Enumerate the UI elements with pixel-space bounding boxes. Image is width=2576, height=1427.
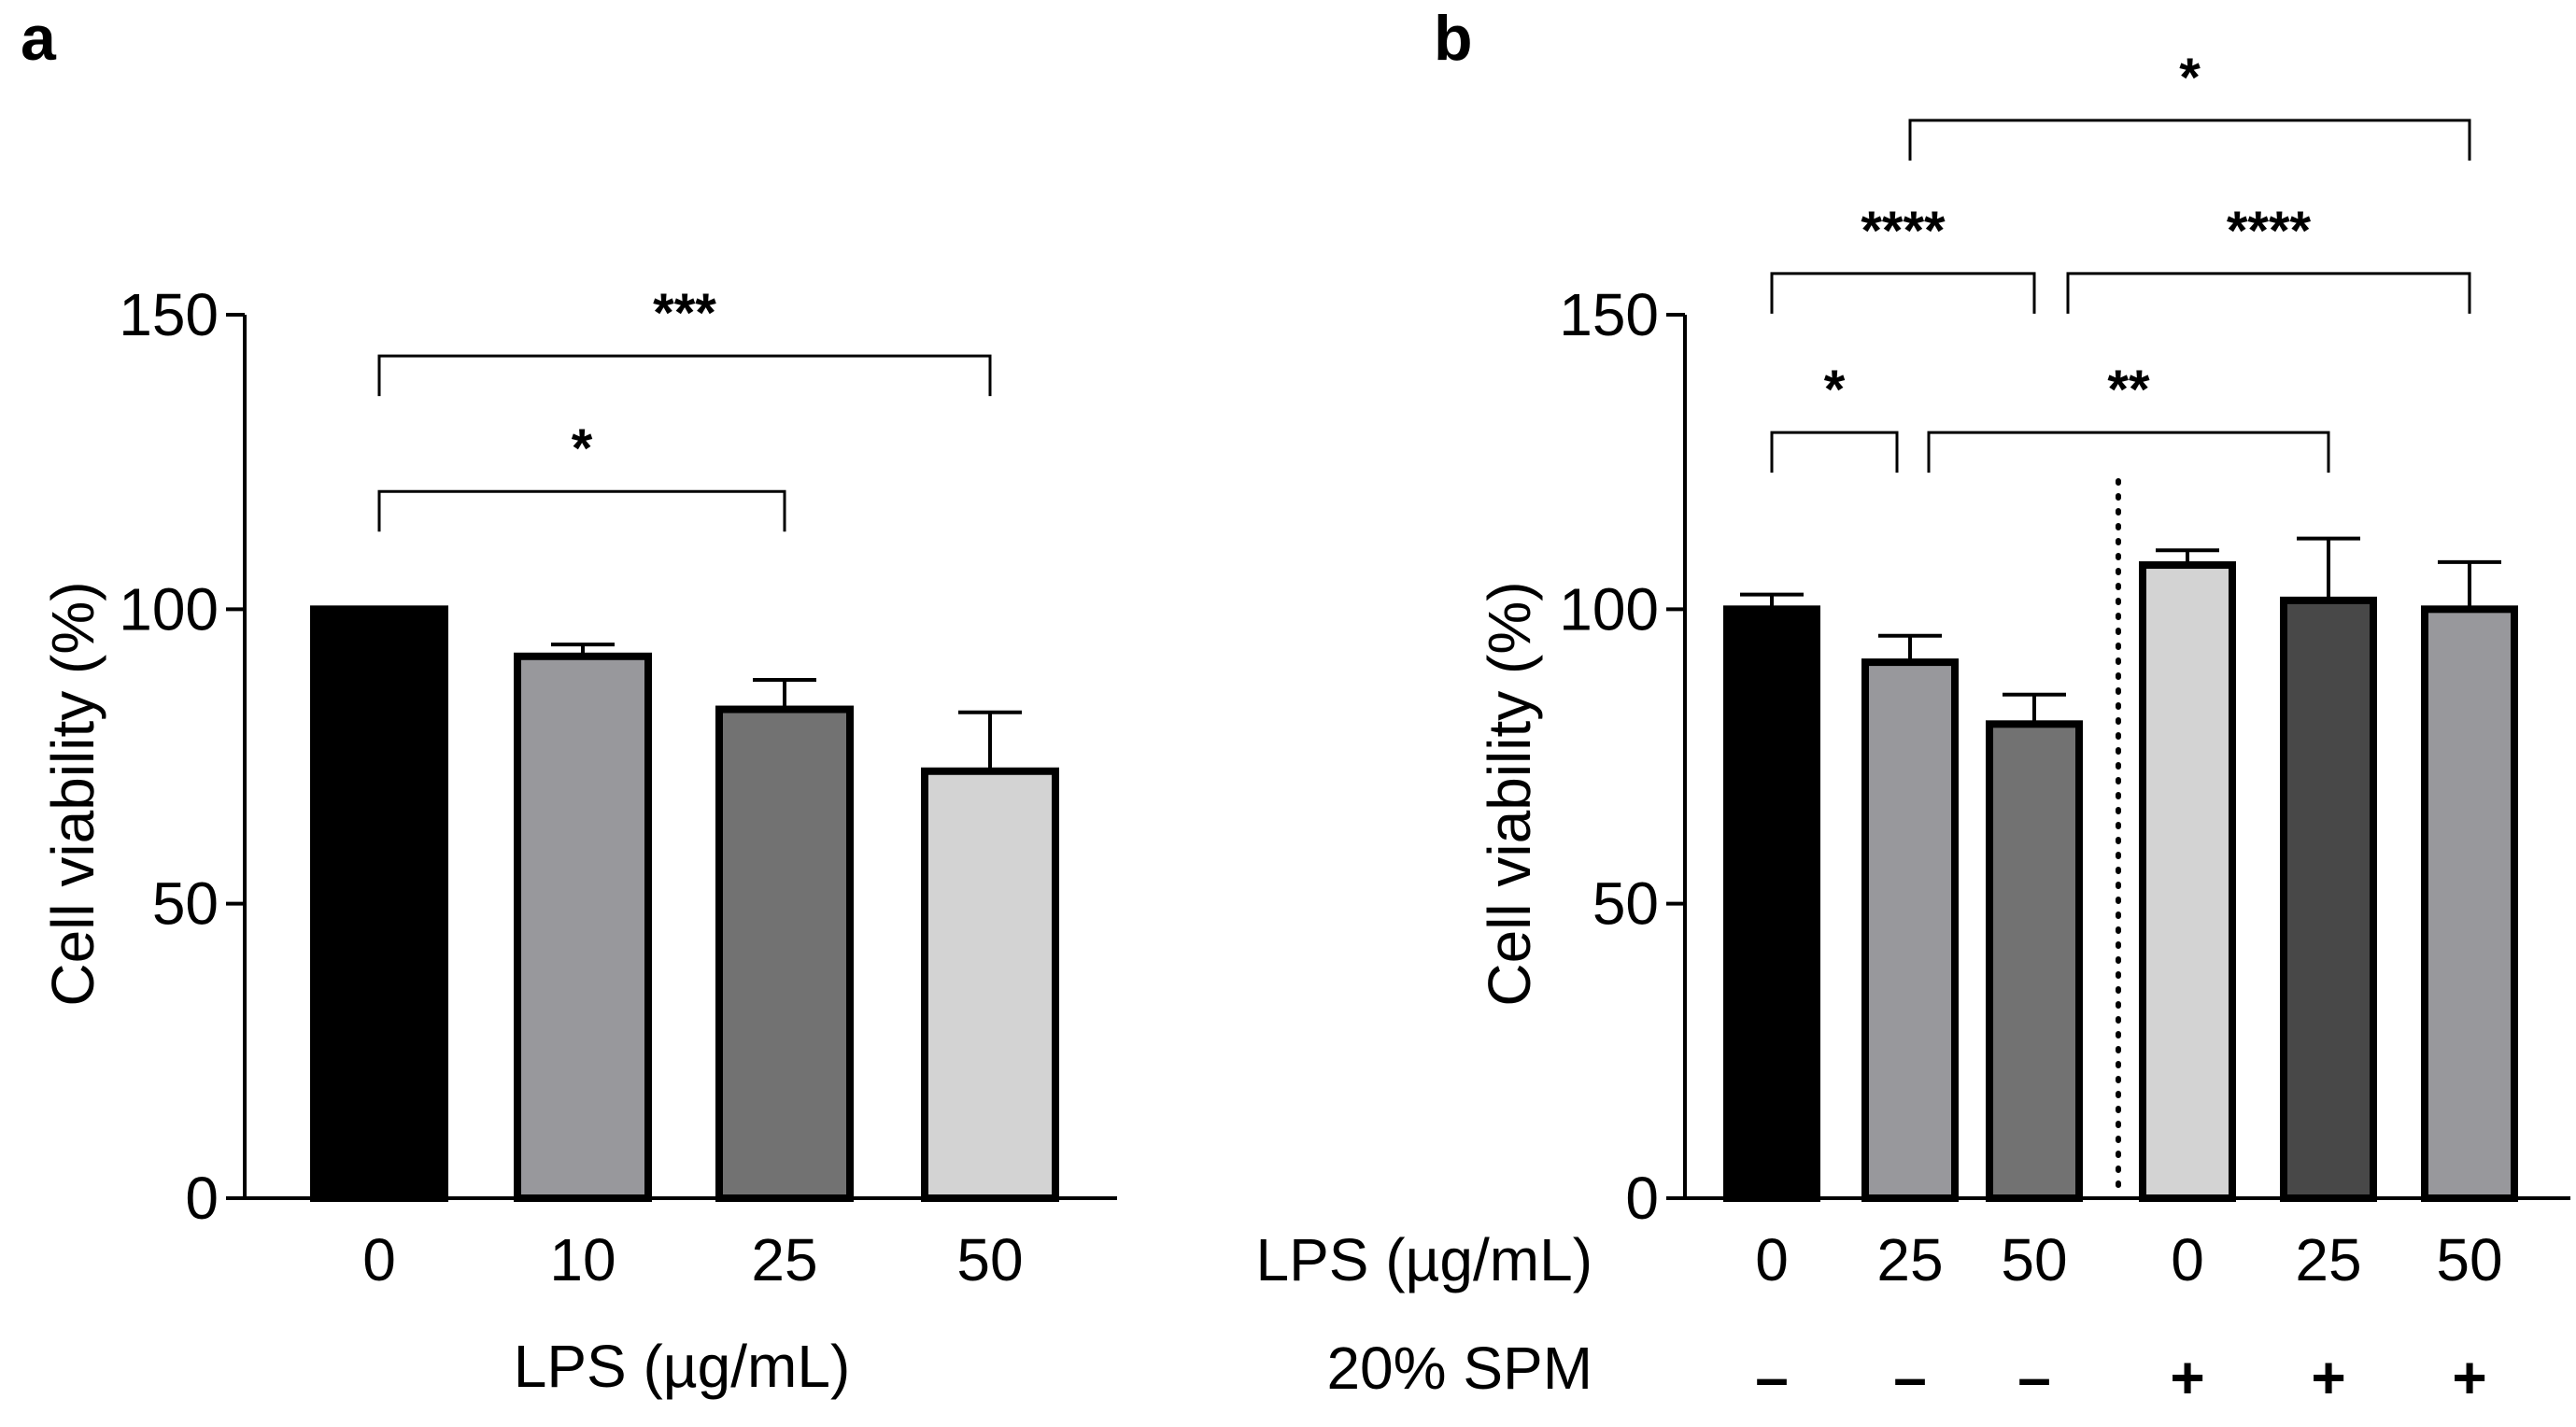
significance-label-a-0: * <box>572 418 593 479</box>
spm-row-label-b: 20% SPM <box>1326 1335 1592 1402</box>
significance-label-b-2: **** <box>1861 201 1946 261</box>
y-tick-label-a-100: 100 <box>119 575 219 643</box>
spm-marker-b-4: + <box>2311 1344 2345 1411</box>
significance-bracket-b-4 <box>1908 119 2471 161</box>
x-axis-title-a: LPS (µg/mL) <box>514 1333 851 1400</box>
bar-b-2 <box>1986 720 2083 1203</box>
y-tick-label-b-50: 50 <box>1592 870 1659 938</box>
y-tick-label-a-50: 50 <box>152 870 219 938</box>
bar-a-3 <box>921 767 1059 1202</box>
significance-bracket-a-0 <box>377 489 786 532</box>
bar-b-0 <box>1723 605 1820 1202</box>
bar-b-5 <box>2421 605 2518 1202</box>
lps-row-label-b: LPS (µg/mL) <box>1255 1226 1592 1293</box>
x-tick-label-a-2: 25 <box>751 1226 817 1293</box>
x-tick-label-b-1: 25 <box>1876 1226 1943 1293</box>
x-tick-label-a-3: 50 <box>956 1226 1023 1293</box>
significance-label-b-3: **** <box>2227 201 2312 261</box>
significance-bracket-b-1 <box>1927 431 2330 473</box>
bar-a-0 <box>310 605 448 1202</box>
y-tick-label-b-100: 100 <box>1559 575 1659 643</box>
x-tick-label-a-1: 10 <box>549 1226 616 1293</box>
bar-a-1 <box>514 652 652 1202</box>
x-tick-label-b-2: 50 <box>2001 1226 2067 1293</box>
chart-panel-a: 0 50 100 150 Cell viability (%) 0 10 25 50 LPS (µ… <box>39 281 1117 1400</box>
y-tick-label-b-0: 0 <box>1625 1165 1659 1232</box>
panel-a-label: a <box>21 3 57 74</box>
x-tick-label-b-3: 0 <box>2171 1226 2204 1293</box>
x-tick-label-b-5: 50 <box>2436 1226 2502 1293</box>
significance-label-a-1: *** <box>653 283 716 344</box>
significance-bracket-b-2 <box>1770 272 2036 314</box>
chart-panel-b: 0 50 100 150 Cell viability (%) 0 25 50 0 25 50 LPS… <box>1255 48 2570 1411</box>
bar-b-4 <box>2280 596 2377 1202</box>
panel-b-label: b <box>1434 3 1473 74</box>
spm-marker-b-5: + <box>2452 1344 2486 1411</box>
spm-marker-b-2: – <box>2017 1344 2051 1411</box>
significance-bracket-b-3 <box>2066 272 2471 314</box>
x-tick-label-b-4: 25 <box>2295 1226 2361 1293</box>
significance-bracket-a-1 <box>377 354 992 397</box>
y-tick-label-b-150: 150 <box>1559 281 1659 348</box>
x-tick-label-a-0: 0 <box>362 1226 396 1293</box>
y-axis-title-b: Cell viability (%) <box>1476 581 1543 1006</box>
y-axis-title-a: Cell viability (%) <box>39 581 106 1006</box>
significance-label-b-1: ** <box>2107 360 2150 420</box>
bar-b-1 <box>1861 658 1959 1202</box>
significance-bracket-b-0 <box>1770 431 1899 473</box>
spm-marker-b-0: – <box>1755 1344 1789 1411</box>
spm-marker-b-1: – <box>1893 1344 1927 1411</box>
bar-a-2 <box>715 705 854 1202</box>
bar-b-3 <box>2139 561 2236 1202</box>
y-tick-label-a-150: 150 <box>119 281 219 348</box>
spm-marker-b-3: + <box>2170 1344 2204 1411</box>
significance-label-b-4: * <box>2179 48 2201 108</box>
x-tick-label-b-0: 0 <box>1755 1226 1789 1293</box>
y-tick-label-a-0: 0 <box>185 1165 219 1232</box>
significance-label-b-0: * <box>1824 360 1846 420</box>
